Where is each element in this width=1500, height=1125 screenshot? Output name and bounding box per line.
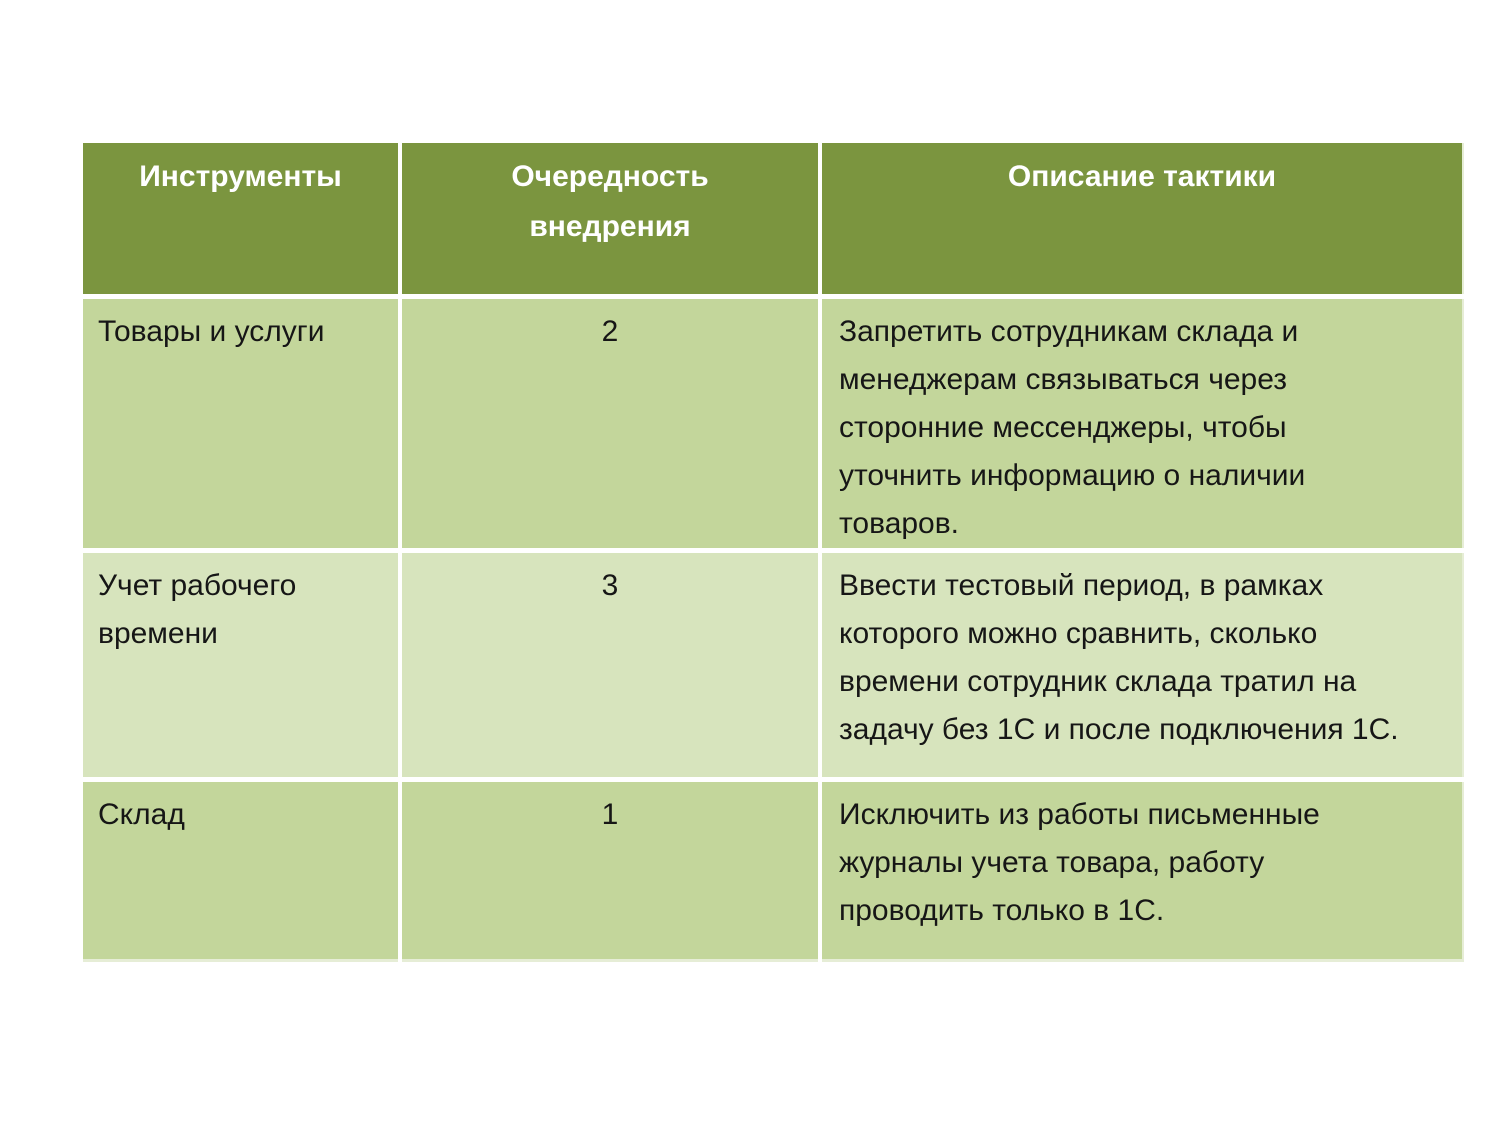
column-header-tools: Инструменты <box>83 143 402 299</box>
order-cell: 3 <box>400 550 822 782</box>
order-cell: 1 <box>400 779 822 960</box>
table-row: Товары и услуги 2 Запретить сотрудникам … <box>83 296 1463 553</box>
column-header-tactic: Описание тактики <box>820 143 1463 299</box>
tactics-table: Инструменты Очередность внедрения Описан… <box>83 143 1464 962</box>
tactic-cell: Ввести тестовый период, в рамках которог… <box>820 550 1463 782</box>
tool-cell: Склад <box>83 779 402 960</box>
column-header-tactic-label: Описание тактики <box>1007 160 1277 193</box>
column-header-order: Очередность внедрения <box>400 143 822 299</box>
tool-cell: Учет рабочего времени <box>83 550 402 782</box>
tool-cell: Товары и услуги <box>83 296 402 553</box>
tactic-cell: Запретить сотрудникам склада и менеджера… <box>820 296 1463 553</box>
column-header-order-label: Очередность внедрения <box>511 160 709 243</box>
column-header-tools-label: Инструменты <box>139 160 342 193</box>
order-cell: 2 <box>400 296 822 553</box>
table-row: Учет рабочего времени 3 Ввести тестовый … <box>83 550 1463 782</box>
table-header-row: Инструменты Очередность внедрения Описан… <box>83 143 1463 299</box>
table-row: Склад 1 Исключить из работы письменные ж… <box>83 779 1463 960</box>
tactic-cell: Исключить из работы письменные журналы у… <box>820 779 1463 960</box>
